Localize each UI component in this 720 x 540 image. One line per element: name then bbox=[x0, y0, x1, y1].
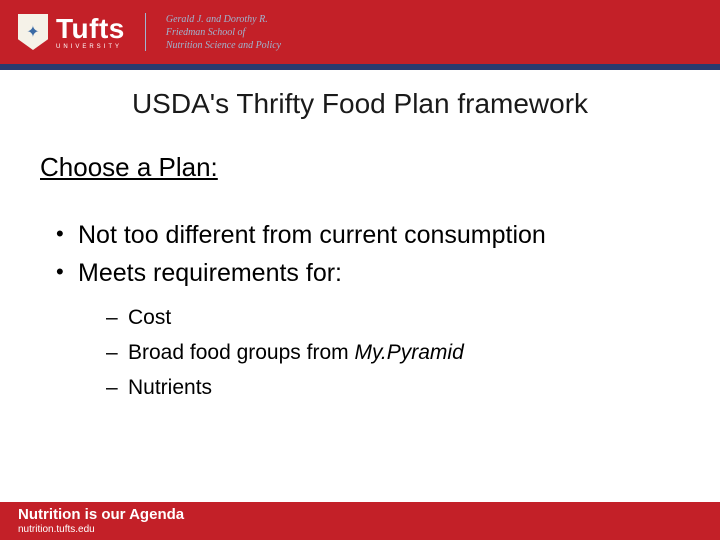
section-heading: Choose a Plan: bbox=[40, 152, 680, 183]
sub-italic: My.Pyramid bbox=[354, 341, 463, 364]
sub-bullet-item: Nutrients bbox=[106, 373, 680, 402]
slide-content: USDA's Thrifty Food Plan framework Choos… bbox=[0, 70, 720, 403]
tufts-shield-icon: ✦ bbox=[18, 14, 48, 50]
header-bar: ✦ Tufts UNIVERSITY Gerald J. and Dorothy… bbox=[0, 0, 720, 64]
logo-block: ✦ Tufts UNIVERSITY Gerald J. and Dorothy… bbox=[18, 13, 281, 52]
shield-glyph: ✦ bbox=[26, 22, 39, 42]
school-line-2: Friedman School of bbox=[166, 26, 281, 39]
footer-bar: Nutrition is our Agenda nutrition.tufts.… bbox=[0, 502, 720, 540]
school-name: Gerald J. and Dorothy R. Friedman School… bbox=[166, 13, 281, 52]
sub-bullet-list: Cost Broad food groups from My.Pyramid N… bbox=[78, 303, 680, 403]
sub-text: Broad food groups from bbox=[128, 341, 354, 364]
bullet-item: Not too different from current consumpti… bbox=[52, 219, 680, 253]
logo-sub: UNIVERSITY bbox=[56, 44, 125, 50]
bullet-list: Not too different from current consumpti… bbox=[40, 219, 680, 403]
bullet-text: Meets requirements for: bbox=[78, 259, 342, 287]
logo-text: Tufts UNIVERSITY bbox=[56, 15, 125, 50]
footer-tagline: Nutrition is our Agenda bbox=[18, 506, 702, 523]
logo-main: Tufts bbox=[56, 15, 125, 43]
bullet-item: Meets requirements for: Cost Broad food … bbox=[52, 257, 680, 403]
logo-divider bbox=[145, 13, 146, 51]
sub-text: Cost bbox=[128, 306, 171, 329]
slide-title: USDA's Thrifty Food Plan framework bbox=[40, 88, 680, 120]
school-line-3: Nutrition Science and Policy bbox=[166, 39, 281, 52]
sub-bullet-item: Broad food groups from My.Pyramid bbox=[106, 338, 680, 367]
sub-bullet-item: Cost bbox=[106, 303, 680, 332]
sub-text: Nutrients bbox=[128, 376, 212, 399]
footer-url: nutrition.tufts.edu bbox=[18, 524, 702, 535]
school-line-1: Gerald J. and Dorothy R. bbox=[166, 13, 281, 26]
